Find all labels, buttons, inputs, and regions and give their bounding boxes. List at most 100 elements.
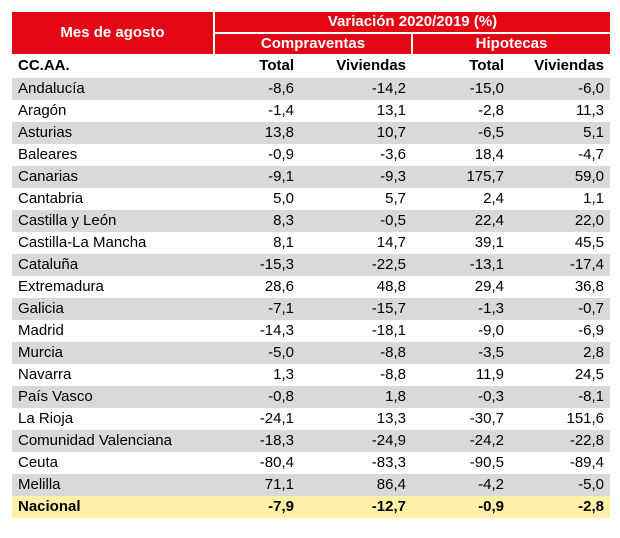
cell-hipotecas-total: -9,0	[412, 320, 510, 342]
cell-compraventas-total: -0,8	[214, 386, 300, 408]
cell-region: La Rioja	[12, 408, 214, 430]
table-row: Melilla 71,1 86,4 -4,2 -5,0	[12, 474, 611, 496]
cell-hipotecas-viviendas: 151,6	[510, 408, 611, 430]
cell-hipotecas-viviendas: -89,4	[510, 452, 611, 474]
group-header-hipotecas: Hipotecas	[412, 33, 611, 54]
cell-compraventas-viviendas: -24,9	[300, 430, 412, 452]
cell-compraventas-total: -14,3	[214, 320, 300, 342]
cell-hipotecas-total: -24,2	[412, 430, 510, 452]
cell-region: Castilla y León	[12, 210, 214, 232]
cell-hipotecas-viviendas: -5,0	[510, 474, 611, 496]
cell-compraventas-viviendas: 10,7	[300, 122, 412, 144]
cell-compraventas-viviendas: 13,1	[300, 100, 412, 122]
cell-hipotecas-total: -13,1	[412, 254, 510, 276]
column-header-region: CC.AA.	[12, 54, 214, 78]
column-header-hipotecas-total: Total	[412, 54, 510, 78]
table-row: Castilla y León 8,3 -0,5 22,4 22,0	[12, 210, 611, 232]
cell-compraventas-viviendas: 48,8	[300, 276, 412, 298]
total-compraventas-viviendas: -12,7	[300, 496, 412, 518]
table-row: Andalucía -8,6 -14,2 -15,0 -6,0	[12, 78, 611, 100]
cell-region: Ceuta	[12, 452, 214, 474]
cell-compraventas-viviendas: -22,5	[300, 254, 412, 276]
cell-region: Extremadura	[12, 276, 214, 298]
variation-table: Mes de agosto Variación 2020/2019 (%) Co…	[12, 12, 611, 518]
cell-hipotecas-viviendas: -8,1	[510, 386, 611, 408]
total-hipotecas-viviendas: -2,8	[510, 496, 611, 518]
table-row: Castilla-La Mancha 8,1 14,7 39,1 45,5	[12, 232, 611, 254]
table-title: Mes de agosto	[12, 12, 215, 54]
cell-compraventas-total: -24,1	[214, 408, 300, 430]
total-row: Nacional -7,9 -12,7 -0,9 -2,8	[12, 496, 611, 518]
data-table-container: Mes de agosto Variación 2020/2019 (%) Co…	[12, 12, 611, 518]
cell-compraventas-total: -80,4	[214, 452, 300, 474]
cell-hipotecas-viviendas: 24,5	[510, 364, 611, 386]
cell-compraventas-viviendas: -8,8	[300, 364, 412, 386]
cell-compraventas-viviendas: -0,5	[300, 210, 412, 232]
column-header-row: CC.AA. Total Viviendas Total Viviendas	[12, 54, 611, 78]
cell-hipotecas-total: -90,5	[412, 452, 510, 474]
cell-hipotecas-viviendas: 5,1	[510, 122, 611, 144]
cell-compraventas-total: -18,3	[214, 430, 300, 452]
cell-hipotecas-viviendas: -4,7	[510, 144, 611, 166]
cell-compraventas-viviendas: 1,8	[300, 386, 412, 408]
cell-hipotecas-total: 18,4	[412, 144, 510, 166]
cell-compraventas-total: 28,6	[214, 276, 300, 298]
cell-hipotecas-total: 2,4	[412, 188, 510, 210]
total-label: Nacional	[12, 496, 214, 518]
table-row: Ceuta -80,4 -83,3 -90,5 -89,4	[12, 452, 611, 474]
cell-compraventas-total: 8,3	[214, 210, 300, 232]
cell-hipotecas-total: -6,5	[412, 122, 510, 144]
total-compraventas-total: -7,9	[214, 496, 300, 518]
cell-compraventas-total: -1,4	[214, 100, 300, 122]
cell-compraventas-total: -9,1	[214, 166, 300, 188]
cell-compraventas-total: -0,9	[214, 144, 300, 166]
table-row: Comunidad Valenciana -18,3 -24,9 -24,2 -22,8	[12, 430, 611, 452]
cell-compraventas-total: -8,6	[214, 78, 300, 100]
cell-hipotecas-total: 29,4	[412, 276, 510, 298]
column-header-hipotecas-viviendas: Viviendas	[510, 54, 611, 78]
cell-region: Cataluña	[12, 254, 214, 276]
group-header-compraventas: Compraventas	[214, 33, 413, 54]
cell-region: Comunidad Valenciana	[12, 430, 214, 452]
table-row: Baleares -0,9 -3,6 18,4 -4,7	[12, 144, 611, 166]
cell-hipotecas-total: -1,3	[412, 298, 510, 320]
cell-hipotecas-viviendas: -0,7	[510, 298, 611, 320]
cell-hipotecas-viviendas: 22,0	[510, 210, 611, 232]
cell-hipotecas-viviendas: 11,3	[510, 100, 611, 122]
cell-compraventas-total: 71,1	[214, 474, 300, 496]
cell-compraventas-total: -15,3	[214, 254, 300, 276]
cell-hipotecas-total: -15,0	[412, 78, 510, 100]
cell-region: Andalucía	[12, 78, 214, 100]
table-row: País Vasco -0,8 1,8 -0,3 -8,1	[12, 386, 611, 408]
cell-hipotecas-total: -0,3	[412, 386, 510, 408]
cell-compraventas-viviendas: -3,6	[300, 144, 412, 166]
cell-hipotecas-viviendas: -22,8	[510, 430, 611, 452]
cell-region: Aragón	[12, 100, 214, 122]
table-row: Extremadura 28,6 48,8 29,4 36,8	[12, 276, 611, 298]
cell-compraventas-viviendas: 13,3	[300, 408, 412, 430]
cell-compraventas-viviendas: -9,3	[300, 166, 412, 188]
cell-compraventas-viviendas: -8,8	[300, 342, 412, 364]
cell-hipotecas-total: 39,1	[412, 232, 510, 254]
cell-region: País Vasco	[12, 386, 214, 408]
cell-compraventas-total: -5,0	[214, 342, 300, 364]
table-row: Asturias 13,8 10,7 -6,5 5,1	[12, 122, 611, 144]
cell-hipotecas-total: -30,7	[412, 408, 510, 430]
cell-region: Castilla-La Mancha	[12, 232, 214, 254]
cell-compraventas-viviendas: -18,1	[300, 320, 412, 342]
cell-hipotecas-viviendas: -6,9	[510, 320, 611, 342]
cell-region: Galicia	[12, 298, 214, 320]
table-row: Madrid -14,3 -18,1 -9,0 -6,9	[12, 320, 611, 342]
cell-region: Madrid	[12, 320, 214, 342]
cell-hipotecas-viviendas: 59,0	[510, 166, 611, 188]
cell-hipotecas-viviendas: 45,5	[510, 232, 611, 254]
table-row: Aragón -1,4 13,1 -2,8 11,3	[12, 100, 611, 122]
cell-compraventas-total: 1,3	[214, 364, 300, 386]
cell-hipotecas-total: 22,4	[412, 210, 510, 232]
cell-compraventas-total: 8,1	[214, 232, 300, 254]
cell-compraventas-viviendas: -15,7	[300, 298, 412, 320]
cell-hipotecas-viviendas: 36,8	[510, 276, 611, 298]
cell-region: Baleares	[12, 144, 214, 166]
cell-compraventas-total: 13,8	[214, 122, 300, 144]
table-body: Andalucía -8,6 -14,2 -15,0 -6,0 Aragón -1,4 13,…	[12, 78, 611, 496]
